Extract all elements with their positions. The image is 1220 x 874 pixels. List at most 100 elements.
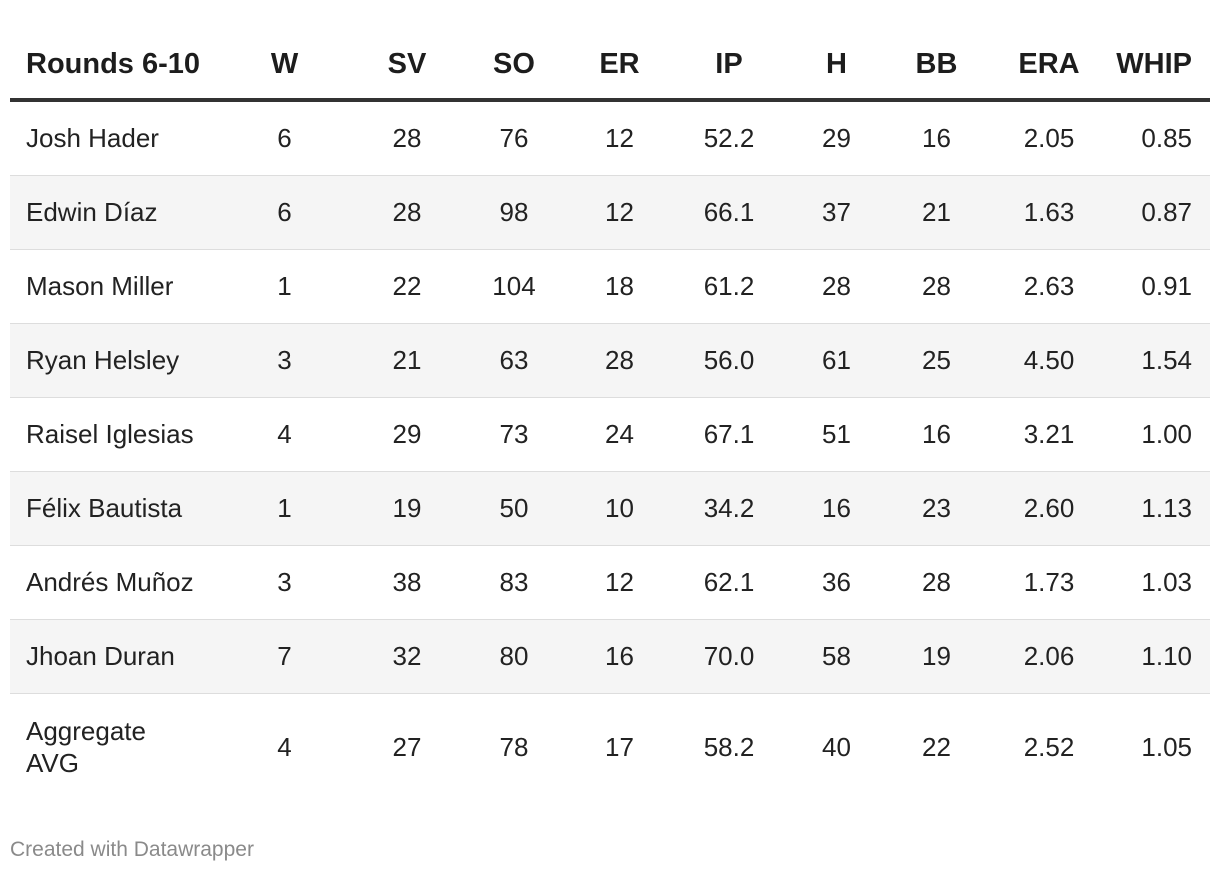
stat-cell-whip: 1.13 — [1106, 471, 1210, 546]
stat-cell-w: 6 — [210, 175, 359, 250]
aggregate-cell-h: 40 — [792, 693, 881, 800]
stat-cell-so: 98 — [455, 175, 573, 250]
column-header-era: ERA — [992, 30, 1106, 102]
stat-cell-era: 4.50 — [992, 323, 1106, 398]
column-header-rounds: Rounds 6-10 — [10, 30, 210, 102]
table-row: Jhoan Duran 7 32 80 16 70.0 58 19 2.06 1.10 — [10, 619, 1210, 694]
stat-cell-sv: 19 — [359, 471, 455, 546]
stat-cell-er: 24 — [573, 397, 666, 472]
player-name-cell: Jhoan Duran — [10, 619, 210, 694]
aggregate-cell-whip: 1.05 — [1106, 693, 1210, 800]
stat-cell-so: 73 — [455, 397, 573, 472]
stat-cell-w: 7 — [210, 619, 359, 694]
aggregate-label-line2: AVG — [26, 748, 79, 778]
aggregate-label-cell: Aggregate AVG — [10, 693, 210, 800]
stat-cell-h: 37 — [792, 175, 881, 250]
stat-cell-er: 12 — [573, 545, 666, 620]
player-name-cell: Mason Miller — [10, 249, 210, 324]
stat-cell-ip: 70.0 — [666, 619, 792, 694]
stat-cell-so: 50 — [455, 471, 573, 546]
stat-cell-so: 104 — [455, 249, 573, 324]
player-name-cell: Ryan Helsley — [10, 323, 210, 398]
stat-cell-ip: 61.2 — [666, 249, 792, 324]
column-header-w: W — [210, 30, 359, 102]
stat-cell-so: 80 — [455, 619, 573, 694]
stat-cell-bb: 19 — [881, 619, 992, 694]
stat-cell-whip: 1.10 — [1106, 619, 1210, 694]
stat-cell-whip: 0.87 — [1106, 175, 1210, 250]
stat-cell-sv: 21 — [359, 323, 455, 398]
stat-cell-so: 83 — [455, 545, 573, 620]
stat-cell-sv: 22 — [359, 249, 455, 324]
stat-cell-whip: 1.03 — [1106, 545, 1210, 620]
table-body: Josh Hader 6 28 76 12 52.2 29 16 2.05 0.85 Edwin D… — [10, 100, 1210, 800]
stat-cell-era: 2.63 — [992, 249, 1106, 324]
stat-cell-sv: 28 — [359, 175, 455, 250]
stat-cell-ip: 34.2 — [666, 471, 792, 546]
datawrapper-credit: Created with Datawrapper — [10, 838, 254, 861]
stat-cell-so: 63 — [455, 323, 573, 398]
column-header-er: ER — [573, 30, 666, 102]
stat-cell-sv: 38 — [359, 545, 455, 620]
aggregate-row: Aggregate AVG 4 27 78 17 58.2 40 22 2.52… — [10, 693, 1210, 800]
stat-cell-era: 3.21 — [992, 397, 1106, 472]
stat-cell-whip: 0.91 — [1106, 249, 1210, 324]
column-header-so: SO — [455, 30, 573, 102]
stat-cell-er: 12 — [573, 100, 666, 176]
aggregate-cell-sv: 27 — [359, 693, 455, 800]
stat-cell-h: 28 — [792, 249, 881, 324]
stat-cell-er: 28 — [573, 323, 666, 398]
table-header: Rounds 6-10 W SV SO ER IP H BB ERA WHIP — [10, 30, 1210, 102]
stat-cell-h: 36 — [792, 545, 881, 620]
stat-cell-w: 1 — [210, 471, 359, 546]
stat-cell-w: 4 — [210, 397, 359, 472]
stat-cell-w: 1 — [210, 249, 359, 324]
stats-table: Rounds 6-10 W SV SO ER IP H BB ERA WHIP … — [10, 30, 1210, 800]
stat-cell-h: 29 — [792, 100, 881, 176]
stat-cell-bb: 25 — [881, 323, 992, 398]
stat-cell-ip: 56.0 — [666, 323, 792, 398]
stat-cell-bb: 21 — [881, 175, 992, 250]
stat-cell-era: 1.63 — [992, 175, 1106, 250]
stat-cell-w: 3 — [210, 323, 359, 398]
column-header-h: H — [792, 30, 881, 102]
table-row: Edwin Díaz 6 28 98 12 66.1 37 21 1.63 0.87 — [10, 175, 1210, 250]
player-name-cell: Félix Bautista — [10, 471, 210, 546]
player-name-cell: Edwin Díaz — [10, 175, 210, 250]
stat-cell-ip: 66.1 — [666, 175, 792, 250]
stat-cell-w: 6 — [210, 100, 359, 176]
aggregate-cell-so: 78 — [455, 693, 573, 800]
aggregate-cell-ip: 58.2 — [666, 693, 792, 800]
aggregate-cell-w: 4 — [210, 693, 359, 800]
stat-cell-h: 51 — [792, 397, 881, 472]
stat-cell-ip: 52.2 — [666, 100, 792, 176]
stat-cell-era: 2.06 — [992, 619, 1106, 694]
column-header-sv: SV — [359, 30, 455, 102]
stat-cell-sv: 29 — [359, 397, 455, 472]
stat-cell-bb: 28 — [881, 249, 992, 324]
table-row: Josh Hader 6 28 76 12 52.2 29 16 2.05 0.85 — [10, 100, 1210, 176]
stat-cell-ip: 67.1 — [666, 397, 792, 472]
table-row: Félix Bautista 1 19 50 10 34.2 16 23 2.60 1.13 — [10, 471, 1210, 546]
stat-cell-sv: 32 — [359, 619, 455, 694]
stat-cell-bb: 16 — [881, 397, 992, 472]
stat-cell-bb: 16 — [881, 100, 992, 176]
stats-table-container: Rounds 6-10 W SV SO ER IP H BB ERA WHIP … — [10, 30, 1210, 800]
stat-cell-h: 61 — [792, 323, 881, 398]
table-row: Andrés Muñoz 3 38 83 12 62.1 36 28 1.73 1.03 — [10, 545, 1210, 620]
table-row: Raisel Iglesias 4 29 73 24 67.1 51 16 3.21 1.00 — [10, 397, 1210, 472]
stat-cell-bb: 28 — [881, 545, 992, 620]
stat-cell-whip: 1.00 — [1106, 397, 1210, 472]
player-name-cell: Josh Hader — [10, 100, 210, 176]
column-header-ip: IP — [666, 30, 792, 102]
stat-cell-era: 2.05 — [992, 100, 1106, 176]
aggregate-cell-er: 17 — [573, 693, 666, 800]
stat-cell-w: 3 — [210, 545, 359, 620]
stat-cell-h: 58 — [792, 619, 881, 694]
aggregate-cell-era: 2.52 — [992, 693, 1106, 800]
stat-cell-era: 2.60 — [992, 471, 1106, 546]
stat-cell-er: 10 — [573, 471, 666, 546]
stat-cell-bb: 23 — [881, 471, 992, 546]
aggregate-cell-bb: 22 — [881, 693, 992, 800]
column-header-bb: BB — [881, 30, 992, 102]
